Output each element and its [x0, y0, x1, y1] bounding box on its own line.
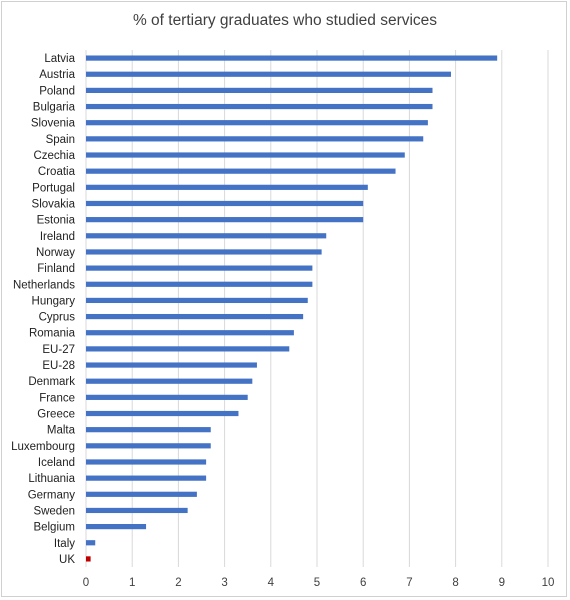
x-tick-label: 8	[452, 577, 458, 589]
bar	[86, 540, 96, 546]
bar	[86, 378, 253, 384]
bar	[86, 362, 257, 368]
category-label: Austria	[39, 69, 75, 81]
category-label: Netherlands	[13, 279, 75, 291]
category-label: Cyprus	[39, 312, 76, 324]
bar	[86, 168, 396, 174]
x-tick-label: 4	[268, 577, 275, 589]
category-label: Croatia	[38, 166, 76, 178]
category-label: Slovakia	[32, 198, 76, 210]
category-label: Malta	[47, 425, 76, 437]
bar	[86, 217, 364, 223]
bar	[86, 184, 368, 190]
bar	[86, 233, 327, 239]
category-label: EU-28	[42, 360, 75, 372]
bar	[86, 410, 239, 417]
bar	[86, 491, 197, 497]
category-label: Romania	[29, 328, 76, 340]
category-label: Greece	[37, 409, 75, 421]
bar	[86, 265, 313, 271]
x-tick-label: 6	[360, 577, 366, 589]
bar	[86, 475, 207, 481]
category-label: Italy	[54, 538, 75, 550]
bar	[86, 120, 428, 126]
category-label: Iceland	[38, 457, 75, 469]
x-tick-label: 5	[314, 577, 320, 589]
bar	[86, 394, 248, 400]
category-label: Norway	[36, 247, 75, 259]
x-tick-label: 9	[499, 577, 505, 589]
bar	[86, 152, 405, 158]
x-tick-label: 7	[406, 577, 412, 589]
category-label: Bulgaria	[33, 102, 76, 114]
x-tick-label: 10	[542, 577, 555, 589]
bar	[86, 330, 294, 336]
bar	[86, 249, 322, 255]
bar	[86, 55, 498, 61]
bar	[86, 136, 424, 142]
category-label: Poland	[39, 85, 75, 97]
category-label: Lithuania	[28, 473, 75, 485]
bar	[86, 507, 188, 514]
category-label: Sweden	[33, 505, 75, 517]
bar	[86, 200, 364, 207]
category-label: Ireland	[40, 231, 75, 243]
x-tick-label: 2	[175, 577, 181, 589]
category-label: Finland	[37, 263, 75, 275]
bar	[86, 427, 211, 433]
category-label: Germany	[28, 489, 76, 501]
bar	[86, 556, 91, 562]
chart-title: % of tertiary graduates who studied serv…	[132, 12, 438, 29]
category-label: Belgium	[33, 522, 75, 534]
category-label: Slovenia	[31, 118, 76, 130]
category-label: Spain	[46, 134, 75, 146]
x-tick-label: 0	[83, 577, 89, 589]
bar	[86, 443, 211, 449]
category-label: Denmark	[28, 376, 75, 388]
category-label: Latvia	[44, 53, 75, 65]
bar	[86, 297, 308, 304]
bar	[86, 459, 207, 465]
bar	[86, 281, 313, 287]
category-label: Czechia	[33, 150, 75, 162]
bar	[86, 71, 451, 77]
category-label: Estonia	[37, 215, 76, 227]
category-label: Luxembourg	[11, 441, 75, 453]
category-label: France	[39, 392, 75, 404]
bar	[86, 103, 433, 110]
bar	[86, 87, 433, 93]
x-tick-label: 3	[221, 577, 227, 589]
bar	[86, 346, 290, 352]
category-label: EU-27	[42, 344, 75, 356]
category-label: UK	[59, 554, 75, 566]
x-tick-label: 1	[129, 577, 135, 589]
category-label: Portugal	[32, 182, 75, 194]
bar	[86, 313, 304, 320]
category-label: Hungary	[32, 295, 76, 307]
bar	[86, 524, 147, 530]
